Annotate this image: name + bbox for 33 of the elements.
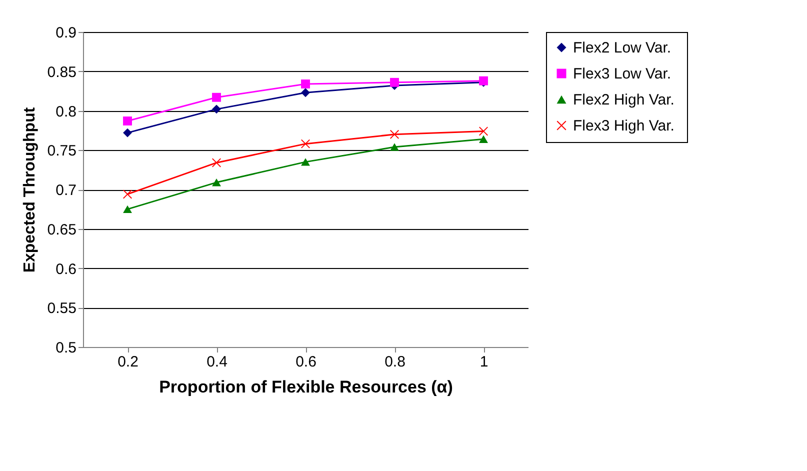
point xyxy=(123,128,132,138)
y-axis-title: Expected Throughput xyxy=(21,106,38,273)
y-tick-label: 0.75 xyxy=(47,142,76,160)
point xyxy=(212,178,221,186)
point xyxy=(212,92,221,102)
y-tick-label: 0.9 xyxy=(56,24,76,42)
legend-label: Flex2 Low Var. xyxy=(573,40,672,56)
point xyxy=(212,104,221,114)
y-tick-label: 0.65 xyxy=(47,221,76,238)
point xyxy=(390,130,399,139)
point xyxy=(301,80,310,88)
x-tick-label: 0.6 xyxy=(296,354,316,370)
x-tick-label: 1 xyxy=(480,354,488,370)
point xyxy=(390,78,399,87)
point xyxy=(123,116,132,126)
point xyxy=(301,158,310,166)
legend-label: Flex2 High Var. xyxy=(573,92,674,108)
point xyxy=(479,135,488,143)
y-tick-label: 0.85 xyxy=(47,64,76,81)
legend-label: Flex3 High Var. xyxy=(573,118,674,134)
x-tick-label: 0.2 xyxy=(118,354,138,370)
y-tick-label: 0.5 xyxy=(56,340,76,356)
point xyxy=(301,88,310,98)
y-tick-label: 0.6 xyxy=(56,260,76,278)
y-tick-label: 0.55 xyxy=(47,300,76,318)
y-tick-label: 0.8 xyxy=(56,103,76,120)
x-tick-label: 0.4 xyxy=(206,354,228,370)
y-tick-label: 0.7 xyxy=(56,182,76,199)
x-tick-label: 0.8 xyxy=(384,354,406,370)
point xyxy=(123,205,132,214)
legend-label: Flex3 Low Var. xyxy=(573,66,672,82)
point xyxy=(390,143,399,151)
x-axis-title: Proportion of Flexible Resources (α) xyxy=(159,378,453,396)
